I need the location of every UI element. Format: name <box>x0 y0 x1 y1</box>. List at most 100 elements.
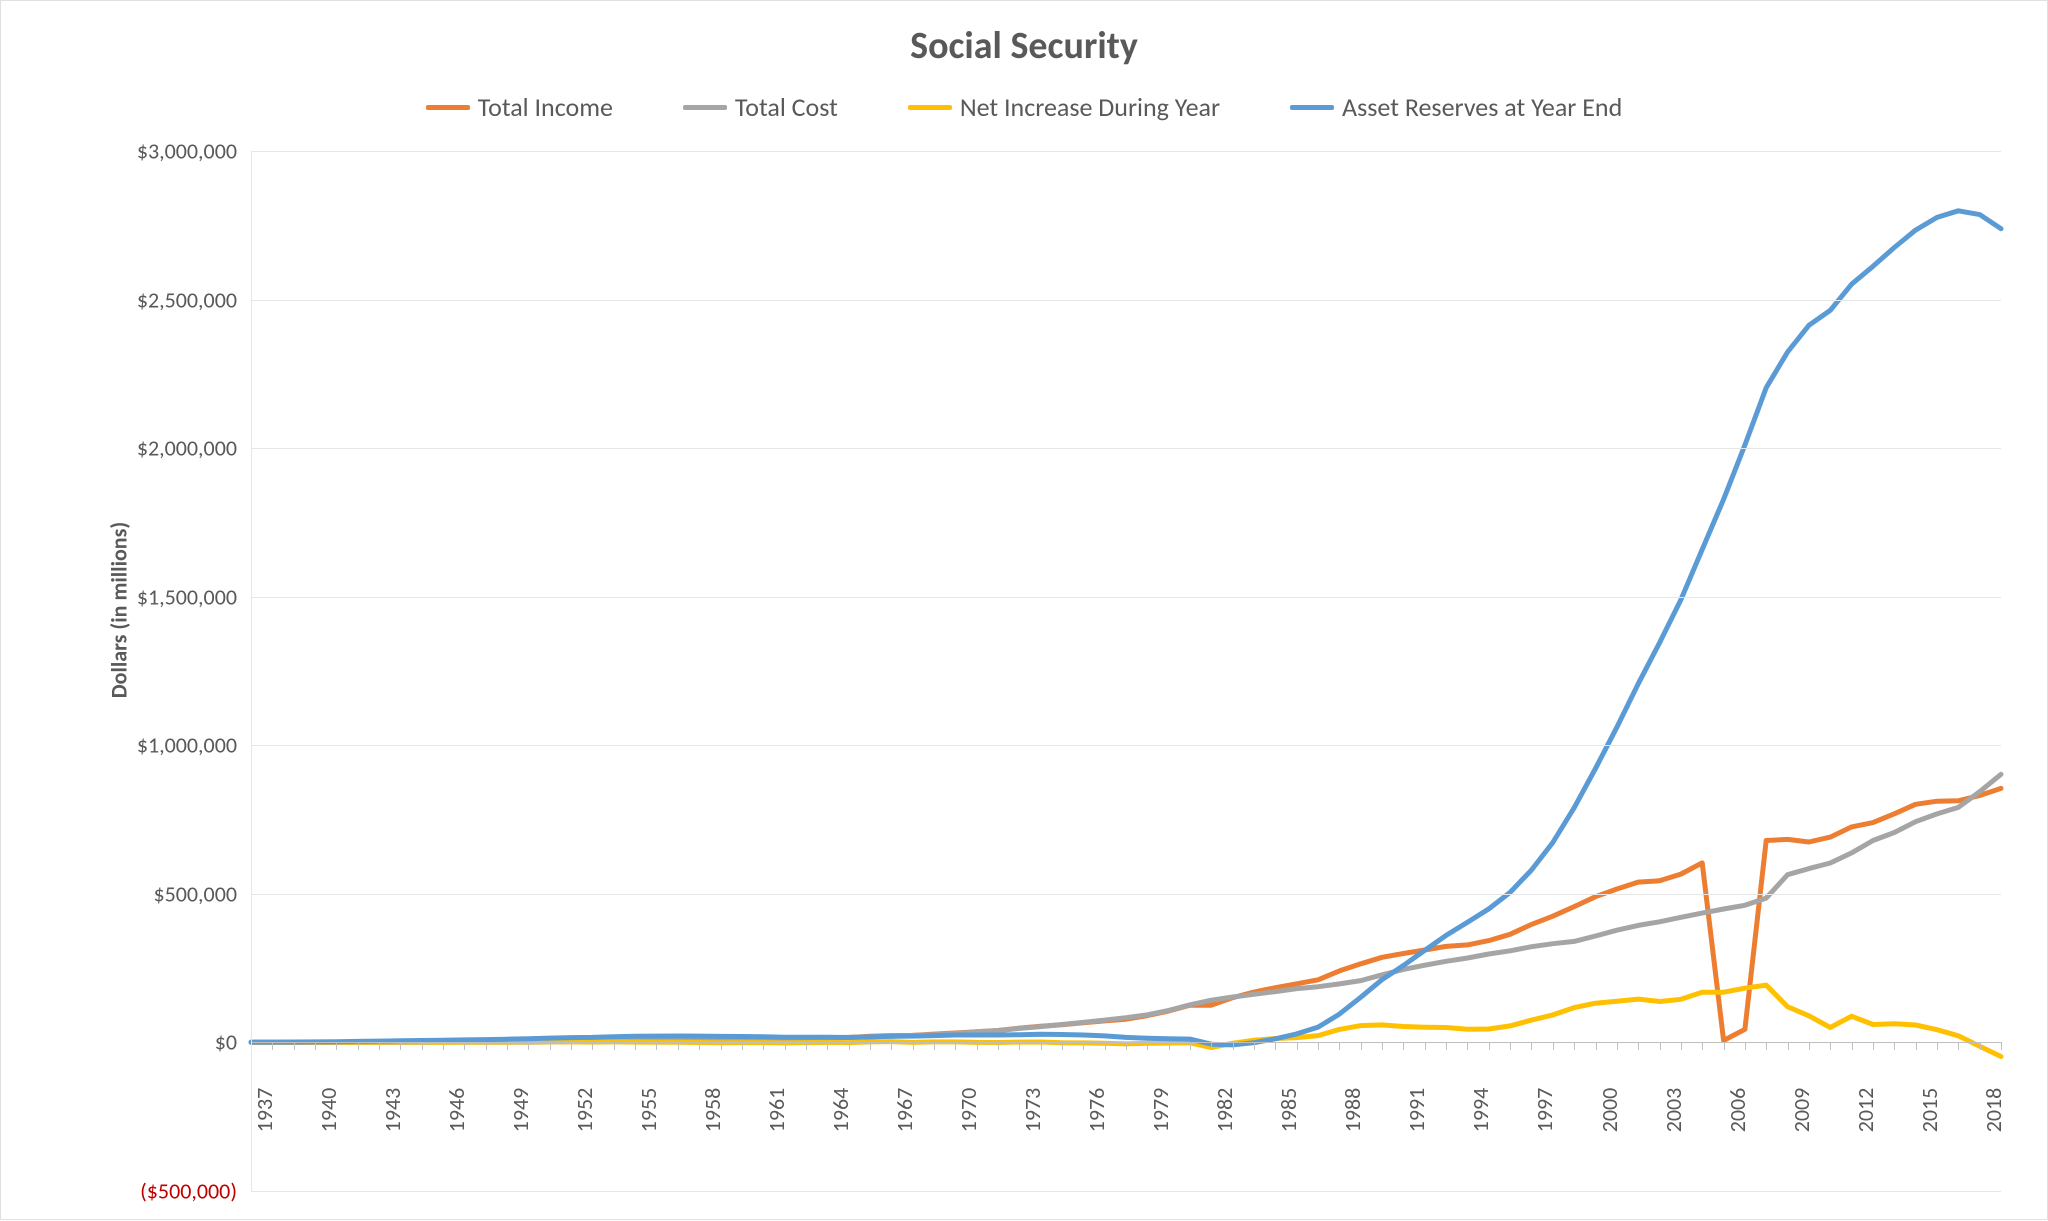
x-tick-mark <box>1425 1042 1426 1050</box>
x-tick-mark <box>1318 1042 1319 1050</box>
y-axis-line <box>251 151 252 1191</box>
series-total-cost <box>251 774 2001 1042</box>
x-tick-mark <box>1339 1042 1340 1050</box>
total-cost-swatch <box>683 105 727 110</box>
x-tick-mark <box>656 1042 657 1050</box>
x-tick-mark <box>1019 1042 1020 1050</box>
legend-label: Total Cost <box>735 91 838 123</box>
x-tick-mark <box>1531 1042 1532 1050</box>
x-tick-mark <box>1681 1042 1682 1050</box>
x-tick-mark <box>464 1042 465 1050</box>
x-tick-mark <box>721 1042 722 1050</box>
x-tick-mark <box>1638 1042 1639 1050</box>
x-tick-mark <box>891 1042 892 1050</box>
plot-svg <box>1 1 2048 1221</box>
total-income-swatch <box>426 105 470 110</box>
x-tick-mark <box>1788 1042 1789 1050</box>
x-tick-mark <box>1062 1042 1063 1050</box>
gridline <box>251 894 2001 895</box>
chart-container: Social Security Total Income Total Cost Ne… <box>0 0 2048 1220</box>
x-tick-mark <box>528 1042 529 1050</box>
x-tick-label: 1988 <box>1339 1088 1366 1133</box>
x-tick-mark <box>1830 1042 1831 1050</box>
x-tick-mark <box>763 1042 764 1050</box>
x-tick-mark <box>1724 1042 1725 1050</box>
x-tick-label: 1937 <box>251 1088 278 1133</box>
x-tick-mark <box>507 1042 508 1050</box>
legend-label: Asset Reserves at Year End <box>1342 91 1622 123</box>
x-tick-label: 1994 <box>1467 1088 1494 1133</box>
x-tick-mark <box>1083 1042 1084 1050</box>
x-tick-mark <box>1980 1042 1981 1050</box>
x-tick-label: 1970 <box>955 1088 982 1133</box>
x-tick-mark <box>1617 1042 1618 1050</box>
y-axis-label: Dollars (in millions) <box>106 522 133 698</box>
x-tick-label: 1952 <box>571 1088 598 1133</box>
x-tick-mark <box>1660 1042 1661 1050</box>
x-tick-mark <box>1275 1042 1276 1050</box>
x-tick-label: 1985 <box>1275 1088 1302 1133</box>
net-increase-during-year-swatch <box>908 105 952 110</box>
legend-label: Total Income <box>478 91 613 123</box>
x-tick-mark <box>443 1042 444 1050</box>
x-tick-mark <box>934 1042 935 1050</box>
x-tick-mark <box>1190 1042 1191 1050</box>
x-tick-mark <box>400 1042 401 1050</box>
x-tick-label: 2009 <box>1788 1088 1815 1133</box>
x-tick-mark <box>336 1042 337 1050</box>
x-tick-mark <box>422 1042 423 1050</box>
x-tick-label: 2000 <box>1596 1088 1623 1133</box>
x-tick-label: 1967 <box>891 1088 918 1133</box>
x-tick-mark <box>1766 1042 1767 1050</box>
x-tick-mark <box>827 1042 828 1050</box>
x-tick-mark <box>571 1042 572 1050</box>
x-tick-label: 2003 <box>1660 1088 1687 1133</box>
x-tick-mark <box>592 1042 593 1050</box>
gridline <box>251 597 2001 598</box>
x-tick-mark <box>678 1042 679 1050</box>
x-tick-mark <box>998 1042 999 1050</box>
gridline <box>251 448 2001 449</box>
gridline <box>251 745 2001 746</box>
x-tick-label: 1940 <box>315 1088 342 1133</box>
gridline <box>251 1191 2001 1192</box>
x-tick-mark <box>1211 1042 1212 1050</box>
x-tick-mark <box>1553 1042 1554 1050</box>
chart-title: Social Security <box>1 23 2047 69</box>
x-tick-mark <box>1702 1042 1703 1050</box>
y-tick-label: $2,000,000 <box>137 435 237 462</box>
x-tick-mark <box>1147 1042 1148 1050</box>
x-tick-mark <box>358 1042 359 1050</box>
x-tick-mark <box>870 1042 871 1050</box>
x-tick-label: 1958 <box>699 1088 726 1133</box>
x-tick-label: 1991 <box>1403 1088 1430 1133</box>
x-tick-mark <box>1041 1042 1042 1050</box>
x-tick-mark <box>1894 1042 1895 1050</box>
x-tick-mark <box>977 1042 978 1050</box>
y-tick-label: $1,000,000 <box>137 732 237 759</box>
y-tick-label: $3,000,000 <box>137 138 237 165</box>
x-tick-mark <box>1361 1042 1362 1050</box>
x-tick-label: 1961 <box>763 1088 790 1133</box>
y-tick-label: $500,000 <box>153 880 237 907</box>
x-tick-mark <box>1254 1042 1255 1050</box>
x-tick-mark <box>272 1042 273 1050</box>
x-tick-mark <box>1809 1042 1810 1050</box>
legend-item: Total Income <box>426 91 613 123</box>
x-tick-mark <box>2001 1042 2002 1050</box>
x-tick-mark <box>1510 1042 1511 1050</box>
x-tick-label: 1997 <box>1531 1088 1558 1133</box>
x-tick-label: 1943 <box>379 1088 406 1133</box>
x-tick-label: 2018 <box>1980 1088 2007 1133</box>
legend-label: Net Increase During Year <box>960 91 1220 123</box>
y-tick-label: $0 <box>215 1029 237 1056</box>
x-tick-mark <box>1403 1042 1404 1050</box>
x-tick-mark <box>1467 1042 1468 1050</box>
series-asset-reserves-at-year-end <box>251 211 2001 1045</box>
x-tick-label: 1949 <box>507 1088 534 1133</box>
x-tick-mark <box>486 1042 487 1050</box>
x-tick-mark <box>614 1042 615 1050</box>
x-tick-mark <box>785 1042 786 1050</box>
legend-item: Total Cost <box>683 91 838 123</box>
x-tick-label: 1973 <box>1019 1088 1046 1133</box>
